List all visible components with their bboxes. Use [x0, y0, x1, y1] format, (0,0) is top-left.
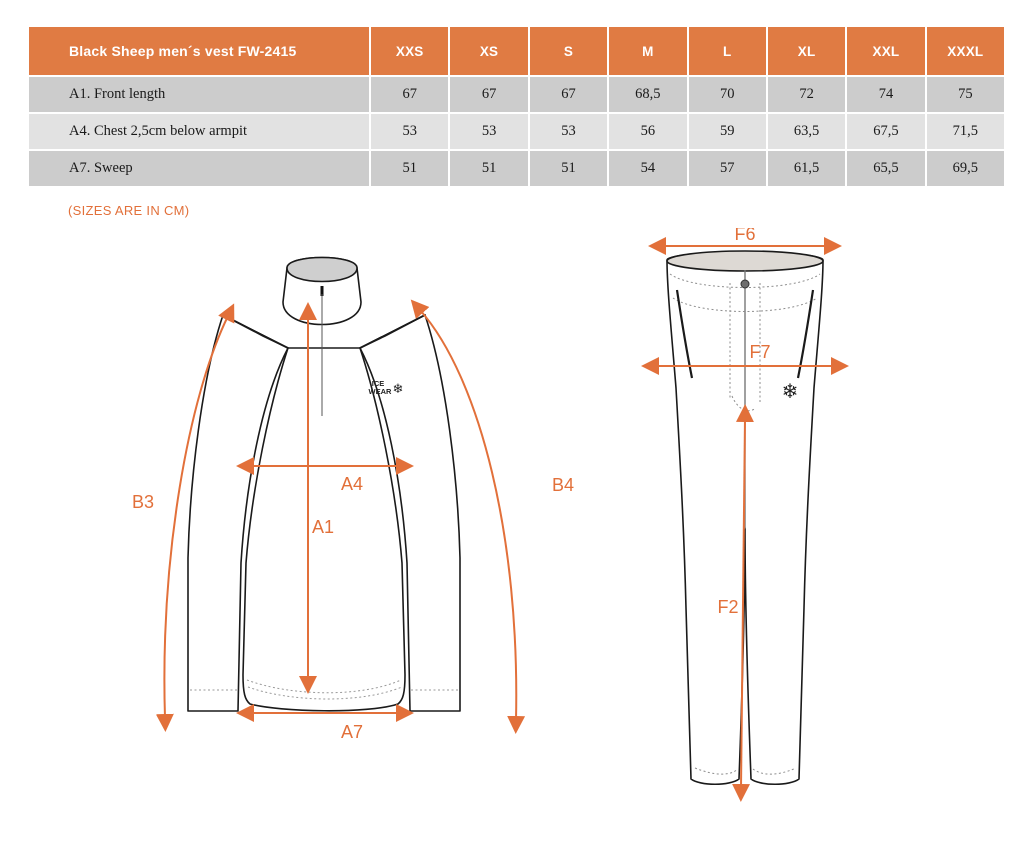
raglan-left	[222, 314, 289, 349]
snowflake-icon: ❄	[393, 381, 404, 396]
pants-outline	[666, 250, 824, 786]
measurement-value: 67	[371, 77, 449, 112]
b3-arrow	[155, 303, 235, 732]
measurement-value: 67,5	[847, 114, 925, 149]
size-header-xxxl: XXXL	[926, 27, 1004, 75]
label-b4: B4	[552, 475, 574, 495]
units-note: (SIZES ARE IN CM)	[68, 203, 190, 218]
f2-arrow	[732, 404, 754, 802]
snowflake-icon: ❄	[782, 381, 799, 403]
size-header-l: L	[688, 27, 766, 75]
measurement-value: 65,5	[847, 151, 925, 186]
measurement-label: A7. Sweep	[29, 151, 369, 186]
garment-outline	[187, 256, 461, 712]
measurement-value: 59	[688, 114, 766, 149]
table-title-header: Black Sheep men´s vest FW-2415	[29, 27, 369, 75]
measurement-value: 53	[371, 114, 449, 149]
size-header-xxs: XXS	[371, 27, 449, 75]
measurement-value: 54	[609, 151, 687, 186]
size-header-xxl: XXL	[847, 27, 925, 75]
measurement-value: 70	[688, 77, 766, 112]
measurement-value: 75	[926, 77, 1004, 112]
measurement-value: 51	[529, 151, 608, 186]
label-b3: B3	[132, 492, 154, 512]
pants-measure-arrows	[641, 237, 849, 802]
measurement-value: 71,5	[926, 114, 1004, 149]
measurement-value: 57	[688, 151, 766, 186]
label-f6: F6	[734, 228, 755, 244]
label-a7: A7	[341, 722, 363, 742]
measure-arrows	[155, 299, 526, 734]
waist-button	[740, 279, 750, 289]
brand-logo: ICE WEAR ❄	[369, 379, 404, 396]
svg-text:WEAR: WEAR	[369, 387, 392, 396]
measurement-value: 61,5	[767, 151, 846, 186]
collar-inner	[286, 256, 358, 283]
measurement-value: 51	[371, 151, 449, 186]
diagram-area: ICE WEAR ❄ A4 A1 A7 B3 B4	[0, 228, 1032, 850]
svg-text:ICE: ICE	[372, 379, 385, 388]
measurement-value: 69,5	[926, 151, 1004, 186]
table-header-row: Black Sheep men´s vest FW-2415 XXS XS S …	[29, 27, 1004, 75]
size-header-xs: XS	[450, 27, 528, 75]
measurement-value: 56	[609, 114, 687, 149]
measurement-value: 68,5	[609, 77, 687, 112]
table-row: A7. Sweep 51 51 51 54 57 61,5 65,5 69,5	[29, 151, 1004, 186]
table-header: Black Sheep men´s vest FW-2415 XXS XS S …	[29, 27, 1004, 75]
size-chart-table-container: Black Sheep men´s vest FW-2415 XXS XS S …	[27, 25, 1006, 188]
b4-arrow	[410, 299, 526, 734]
measurement-value: 63,5	[767, 114, 846, 149]
pants-diagram: ❄ F6 F7 F2	[641, 228, 849, 802]
label-a4: A4	[341, 474, 363, 494]
label-a1: A1	[312, 517, 334, 537]
measurement-value: 53	[529, 114, 608, 149]
measurement-value: 67	[529, 77, 608, 112]
top-garment-diagram: ICE WEAR ❄ A4 A1 A7 B3 B4	[132, 256, 574, 742]
size-header-xl: XL	[767, 27, 846, 75]
measurement-value: 53	[450, 114, 528, 149]
measurement-value: 74	[847, 77, 925, 112]
table-row: A4. Chest 2,5cm below armpit 53 53 53 56…	[29, 114, 1004, 149]
waistband	[666, 250, 824, 272]
measurement-value: 72	[767, 77, 846, 112]
label-f7: F7	[749, 342, 770, 362]
measurement-label: A1. Front length	[29, 77, 369, 112]
size-header-m: M	[609, 27, 687, 75]
table-row: A1. Front length 67 67 67 68,5 70 72 74 …	[29, 77, 1004, 112]
measurement-label: A4. Chest 2,5cm below armpit	[29, 114, 369, 149]
measurement-value: 51	[450, 151, 528, 186]
measurement-value: 67	[450, 77, 528, 112]
size-chart-table: Black Sheep men´s vest FW-2415 XXS XS S …	[27, 25, 1006, 188]
table-body: A1. Front length 67 67 67 68,5 70 72 74 …	[29, 77, 1004, 186]
label-f2: F2	[717, 597, 738, 617]
size-header-s: S	[529, 27, 608, 75]
